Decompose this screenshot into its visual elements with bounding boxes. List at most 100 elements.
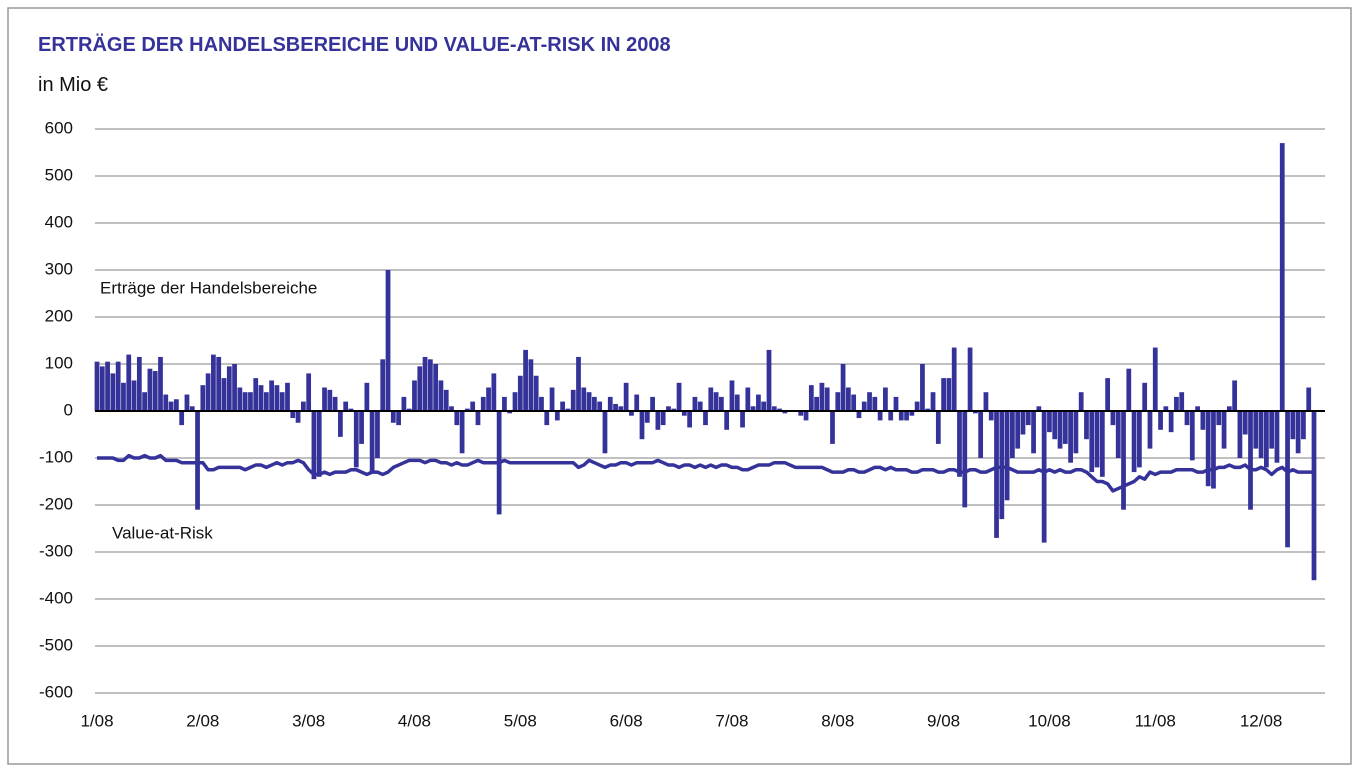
- bar: [327, 389, 333, 411]
- bar: [1147, 411, 1153, 449]
- bar: [465, 408, 470, 411]
- bar: [449, 406, 454, 411]
- x-tick-label: 8/08: [821, 711, 854, 730]
- bar: [592, 396, 597, 411]
- bar: [576, 356, 581, 411]
- bar: [644, 411, 650, 423]
- bar: [396, 411, 401, 426]
- bar: [1211, 411, 1216, 489]
- y-tick-label: 500: [45, 165, 73, 184]
- bar: [1306, 387, 1312, 411]
- bar: [819, 382, 825, 411]
- bar: [1179, 392, 1185, 411]
- bar: [1237, 411, 1243, 458]
- bar: [459, 411, 465, 454]
- bar: [634, 394, 640, 411]
- x-tick-label: 1/08: [80, 711, 113, 730]
- bar: [1142, 382, 1148, 411]
- bar: [1052, 411, 1058, 440]
- bar: [131, 380, 137, 411]
- bar: [1062, 411, 1068, 444]
- bar: [978, 411, 984, 458]
- bar: [734, 394, 740, 411]
- bar: [454, 411, 460, 426]
- bar: [676, 382, 682, 411]
- bar: [475, 411, 481, 426]
- bar: [1015, 411, 1021, 449]
- bar: [766, 349, 772, 411]
- bar: [359, 411, 364, 444]
- bar: [1115, 411, 1121, 458]
- bar: [380, 359, 386, 411]
- bar: [1099, 411, 1105, 477]
- bar: [549, 387, 555, 411]
- bar: [867, 392, 872, 411]
- bar: [1285, 411, 1290, 548]
- bar: [655, 411, 661, 430]
- bar: [158, 356, 163, 411]
- bar: [300, 401, 306, 411]
- bar: [904, 411, 909, 421]
- bar: [248, 392, 253, 411]
- bar: [1047, 411, 1052, 433]
- chart-subtitle: in Mio €: [38, 74, 108, 96]
- bar: [703, 411, 708, 426]
- y-tick-label: -500: [39, 635, 73, 654]
- bar: [1158, 411, 1163, 430]
- bar: [750, 406, 756, 411]
- bar: [1242, 411, 1248, 435]
- frame: [7, 7, 1352, 765]
- bar: [983, 392, 989, 411]
- series-label: Erträge der Handelsbereiche: [100, 278, 317, 297]
- bar: [681, 411, 687, 416]
- bar: [369, 411, 375, 473]
- bar: [845, 387, 851, 411]
- bar: [528, 359, 534, 411]
- bar: [893, 396, 899, 411]
- bar: [211, 354, 216, 411]
- bar: [412, 380, 417, 411]
- bar: [1216, 411, 1222, 426]
- bar: [650, 396, 655, 411]
- bar: [1226, 406, 1232, 411]
- bar: [110, 373, 116, 411]
- x-tick-label: 4/08: [398, 711, 431, 730]
- bar: [988, 411, 994, 421]
- bar: [242, 392, 248, 411]
- bar: [142, 392, 148, 411]
- bar: [920, 364, 925, 411]
- y-tick-label: -600: [39, 682, 73, 701]
- bar: [205, 373, 211, 411]
- bar: [285, 382, 290, 411]
- bar: [348, 408, 354, 411]
- bar: [872, 396, 878, 411]
- bar: [136, 356, 142, 411]
- bar: [560, 401, 566, 411]
- bar: [322, 387, 327, 411]
- bar: [972, 411, 978, 414]
- x-tick-label: 3/08: [292, 711, 325, 730]
- bar: [311, 411, 317, 480]
- bar: [332, 396, 338, 411]
- bar: [1089, 411, 1095, 473]
- bar: [433, 364, 439, 411]
- bar: [877, 411, 883, 421]
- bar: [480, 396, 486, 411]
- bar: [1248, 411, 1253, 510]
- y-tick-label: 0: [64, 400, 73, 419]
- bar: [1004, 411, 1010, 501]
- bar: [269, 380, 274, 411]
- bar: [957, 411, 962, 477]
- bar: [994, 411, 999, 538]
- bar: [390, 411, 396, 423]
- bar: [708, 387, 714, 411]
- bar: [782, 411, 788, 414]
- bar: [660, 411, 666, 426]
- bar: [343, 401, 349, 411]
- bar: [544, 411, 550, 426]
- bar: [581, 387, 587, 411]
- bar: [771, 406, 777, 411]
- y-tick-label: 300: [45, 259, 73, 278]
- bar: [179, 411, 185, 426]
- bar: [999, 411, 1005, 520]
